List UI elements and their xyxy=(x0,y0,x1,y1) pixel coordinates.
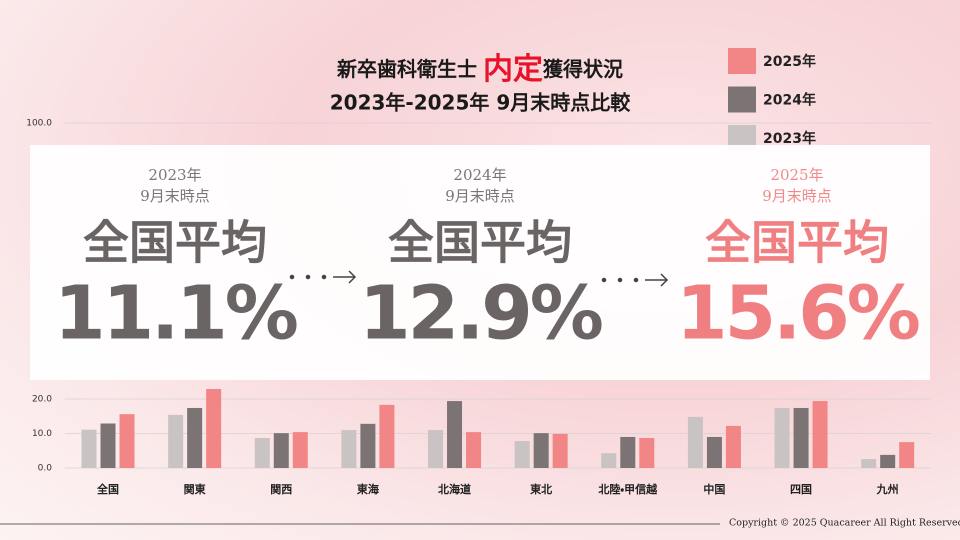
x-tick-label: 東北 xyxy=(530,482,552,496)
x-tick-label: 北陸・甲信越 xyxy=(598,482,658,496)
bar xyxy=(428,430,444,468)
bar xyxy=(273,433,289,468)
legend-swatch xyxy=(728,48,756,74)
y-tick-label: 20.0 xyxy=(32,395,52,405)
legend-label: 2025年 xyxy=(763,53,816,70)
overlay: 2023年9月末時点全国平均11.1%2024年9月末時点全国平均12.9%20… xyxy=(54,166,922,357)
bar xyxy=(360,423,376,468)
arrow xyxy=(601,273,669,287)
bar xyxy=(447,401,463,468)
x-tick-label: 関東 xyxy=(184,482,207,496)
chart: 0.0 10.0 20.0 100.0 全国 関東 関西 東海 北海道 東北 北陸・甲信越 中国 四国 九… xyxy=(26,48,931,496)
x-tick-label: 東海 xyxy=(357,482,379,496)
overlay-value: 12.9% xyxy=(359,271,602,357)
bar xyxy=(187,407,203,468)
overlay-value: 15.6% xyxy=(676,271,919,357)
overlay-heading: 全国平均 xyxy=(83,216,267,270)
bar xyxy=(81,429,97,468)
bar xyxy=(514,441,530,468)
overlay-year: 2023年 xyxy=(148,166,201,184)
bar xyxy=(899,442,915,468)
bar xyxy=(341,430,357,468)
copyright: Copyright © 2025 Quacareer All Right Res… xyxy=(729,518,960,529)
bar xyxy=(466,432,482,468)
bar xyxy=(861,459,877,468)
bar xyxy=(812,401,828,468)
title-prefix: 新卒歯科衛生士 xyxy=(336,57,477,81)
bar xyxy=(533,433,549,468)
bar xyxy=(601,453,617,468)
legend-label: 2024年 xyxy=(763,92,816,109)
x-tick-label: 関西 xyxy=(270,483,292,496)
bar xyxy=(725,425,741,468)
x-tick-label: 九州 xyxy=(876,482,899,496)
bar xyxy=(119,414,135,468)
x-tick-label: 北海道 xyxy=(438,482,471,496)
overlay-panel xyxy=(30,145,930,380)
overlay-year: 2025年 xyxy=(770,166,823,184)
bar xyxy=(793,407,809,468)
arrow xyxy=(289,270,357,284)
bar xyxy=(774,407,790,468)
bar xyxy=(168,414,184,468)
title-highlight: 内定 xyxy=(483,52,543,87)
bar xyxy=(206,388,222,468)
bar xyxy=(379,404,395,468)
x-tick-label: 全国 xyxy=(97,482,119,496)
overlay-period: 9月末時点 xyxy=(445,187,515,205)
overlay-period: 9月末時点 xyxy=(762,187,832,205)
bar xyxy=(254,437,270,468)
y-tick-label: 100.0 xyxy=(26,119,52,129)
title-suffix: 獲得状況 xyxy=(542,57,623,81)
bar xyxy=(706,436,722,468)
x-tick-label: 中国 xyxy=(703,482,725,496)
bar xyxy=(639,437,655,468)
overlay-period: 9月末時点 xyxy=(140,187,210,205)
overlay-value: 11.1% xyxy=(54,271,297,357)
bar xyxy=(687,416,703,468)
bar xyxy=(552,433,568,468)
legend-label: 2023年 xyxy=(763,130,816,147)
bar xyxy=(620,436,636,468)
overlay-year: 2024年 xyxy=(453,166,506,184)
overlay-heading: 全国平均 xyxy=(388,216,572,270)
y-tick-label: 0.0 xyxy=(38,464,53,474)
x-tick-label: 四国 xyxy=(790,483,812,496)
chart-subtitle: 2023年-2025年 9月末時点比較 xyxy=(330,91,632,115)
bar xyxy=(100,423,116,468)
bar xyxy=(880,454,896,468)
y-tick-label: 10.0 xyxy=(32,429,52,439)
overlay-heading: 全国平均 xyxy=(705,216,889,270)
bar xyxy=(292,432,308,468)
legend-swatch xyxy=(728,86,756,113)
chart-title: 新卒歯科衛生士 内定獲得状況 xyxy=(336,52,623,87)
